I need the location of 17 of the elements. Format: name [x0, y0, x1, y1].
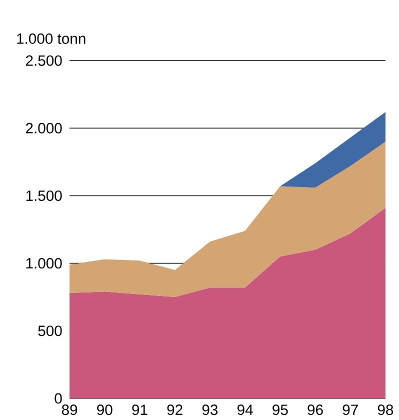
y-tick-label: 500 [38, 326, 62, 336]
y-tick-label: 2.500 [26, 55, 62, 66]
y-axis-title: 1.000 tonn [17, 33, 86, 44]
y-tick-label: 0 [54, 393, 62, 404]
y-tick-label: 1.000 [26, 258, 62, 269]
x-tick-label: 93 [202, 404, 218, 416]
y-tick-label: 2.000 [26, 122, 62, 134]
x-tick-label: 98 [378, 404, 394, 416]
y-tick-label: 1.500 [26, 190, 62, 201]
x-tick-label: 96 [308, 404, 324, 416]
x-tick-label: 92 [167, 404, 183, 416]
x-tick-label: 91 [132, 404, 148, 416]
x-tick-label: 97 [342, 404, 358, 416]
x-tick-label: 90 [97, 404, 112, 416]
x-tick-label: 94 [238, 404, 254, 416]
x-tick-label: 89 [62, 404, 78, 416]
x-tick-label: 95 [272, 404, 288, 416]
